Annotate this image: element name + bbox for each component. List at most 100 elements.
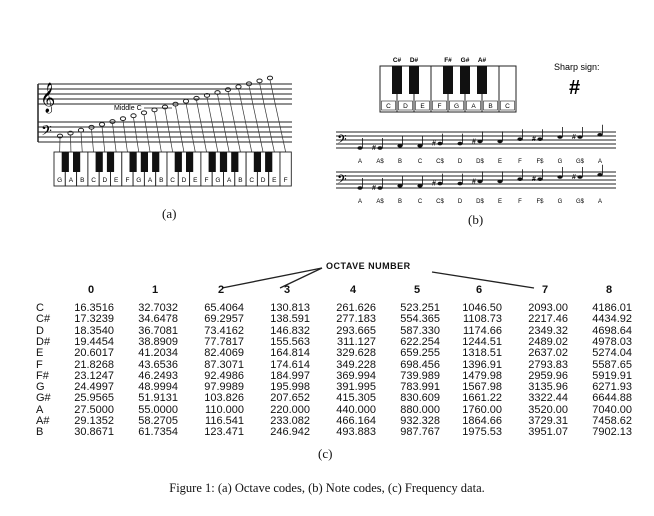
frequency-cell: 5274.04 [592, 347, 632, 360]
black-key [208, 152, 216, 172]
staff-note-label: F$ [536, 159, 544, 165]
frequency-cell: 391.995 [336, 381, 376, 394]
frequency-cell: 17.3239 [74, 313, 114, 326]
sharp-icon: # [572, 174, 576, 181]
frequency-cell: 932.328 [400, 415, 440, 427]
frequency-cell: 5587.65 [592, 358, 632, 371]
middle-c-label: Middle C [114, 105, 142, 112]
frequency-cell: 4434.92 [592, 313, 632, 326]
white-key-label: F [205, 177, 209, 184]
note-head [88, 124, 95, 130]
black-key [253, 152, 261, 172]
white-key-label: A [471, 103, 476, 110]
note-row-label: D [36, 324, 44, 337]
frequency-cell: 3951.07 [528, 426, 568, 439]
black-key-label: C# [393, 57, 402, 64]
frequency-cell: 261.626 [336, 302, 376, 314]
black-key [219, 152, 228, 172]
frequency-cell: 155.563 [270, 335, 310, 348]
black-key-label: F# [444, 57, 452, 64]
note-head [151, 107, 158, 113]
frequency-cell: 1244.51 [462, 335, 502, 348]
frequency-cell: 4186.01 [592, 302, 632, 314]
frequency-cell: 16.3516 [74, 302, 114, 314]
frequency-cell: 32.7032 [138, 302, 178, 314]
frequency-cell: 466.164 [336, 415, 376, 427]
staff-note-label: F$ [536, 199, 544, 205]
frequency-cell: 110.000 [205, 403, 244, 416]
bass-staff [38, 121, 292, 143]
note-head [417, 184, 423, 188]
octave-header: 7 [541, 284, 549, 296]
frequency-cell: 246.942 [270, 426, 310, 439]
white-key-label: C [91, 177, 96, 184]
white-key-label: C [170, 177, 175, 184]
frequency-cell: 1975.53 [462, 426, 502, 439]
frequency-cell: 38.8909 [138, 335, 178, 348]
frequency-cell: 2793.83 [528, 358, 568, 371]
frequency-cell: 19.4454 [74, 335, 114, 348]
note-head [457, 181, 463, 186]
frequency-cell: 1318.51 [462, 347, 502, 360]
white-key-label: B [80, 177, 84, 184]
frequency-cell: 82.4069 [204, 347, 244, 360]
frequency-cell: 293.665 [336, 324, 376, 337]
frequency-cell: 4698.64 [592, 324, 632, 337]
octave-header: 4 [349, 284, 357, 296]
frequency-cell: 2349.32 [528, 324, 568, 337]
octave-header: 6 [475, 284, 483, 296]
frequency-cell: 3322.44 [528, 392, 568, 405]
octave-number-pointers [221, 267, 535, 289]
frequency-cell: 830.609 [400, 392, 440, 405]
black-key-label: A# [478, 57, 487, 64]
frequency-cell: 493.883 [336, 426, 376, 439]
octave-header: 5 [413, 284, 421, 296]
staff-note-label: A [598, 159, 602, 165]
note-head [140, 110, 148, 116]
treble-staff [38, 83, 292, 105]
note-head [130, 113, 137, 119]
black-key [174, 152, 182, 172]
frequency-cell: 23.1247 [74, 369, 114, 382]
frequency-cell: 7458.62 [592, 415, 632, 427]
treble-clef-icon: 𝄞 [40, 82, 55, 114]
note-row-label: G [36, 381, 45, 394]
note-head [161, 104, 169, 110]
frequency-cell: 4978.03 [592, 335, 632, 348]
sharp-icon: # [432, 181, 436, 188]
staff-note-label: G$ [576, 199, 585, 205]
white-key-label: E [420, 103, 425, 110]
note-head [497, 179, 503, 184]
frequency-cell: 3520.00 [528, 403, 568, 416]
note-row-label: D# [36, 335, 51, 348]
octave-header: 2 [217, 284, 225, 296]
panel-label-c: (c) [318, 446, 333, 461]
frequency-cell: 277.183 [336, 313, 376, 326]
frequency-cell: 698.456 [400, 358, 440, 371]
frequency-cell: 1567.98 [462, 381, 502, 394]
white-key-label: B [159, 177, 163, 184]
frequency-cell: 783.991 [400, 381, 440, 394]
octave-header: 0 [87, 284, 95, 296]
staff-note-label: F [518, 159, 522, 165]
staff-note-label: D$ [476, 159, 484, 165]
note-head [77, 127, 85, 133]
note-head [597, 173, 603, 177]
frequency-cell: 138.591 [270, 313, 310, 326]
octave-number-title: OCTAVE NUMBER [326, 261, 411, 271]
note-row-label: F [36, 358, 43, 371]
black-key [129, 152, 137, 172]
note-head [214, 90, 221, 95]
note-row-label: G# [36, 392, 51, 405]
note-head [98, 122, 106, 127]
frequency-cell: 587.330 [400, 324, 440, 337]
white-key-label: F [284, 177, 288, 184]
frequency-cell: 1046.50 [462, 302, 502, 314]
frequency-cell: 415.305 [336, 392, 376, 405]
frequency-cell: 41.2034 [138, 347, 178, 360]
note-row-label: B [36, 426, 44, 439]
black-key-label: D# [410, 57, 419, 64]
staff-note-label: A [358, 199, 362, 205]
bass-clef-icon: 𝄢 [41, 123, 52, 142]
